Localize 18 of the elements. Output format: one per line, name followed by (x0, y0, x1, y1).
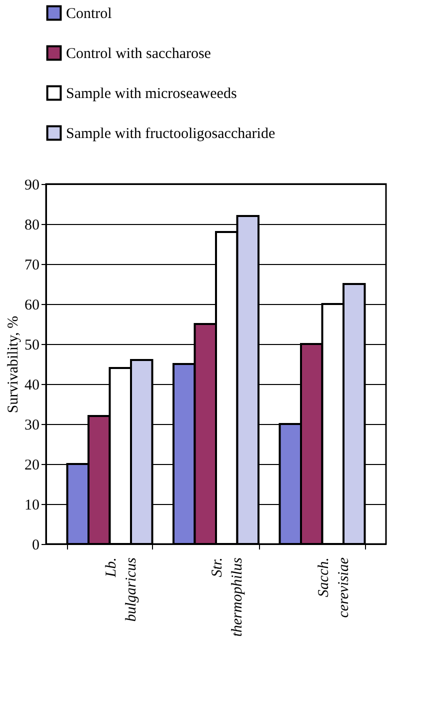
y-tick-label: 10 (24, 498, 40, 514)
y-tick-label: 0 (32, 538, 40, 554)
y-tick-label: 90 (24, 178, 40, 194)
y-tick-label: 50 (24, 338, 40, 354)
x-tick-label: Str. thermophilus (210, 557, 246, 637)
legend-label: Sample with fructooligosaccharide (66, 126, 276, 142)
y-tick-label: 40 (24, 378, 40, 394)
y-tick-label: 80 (24, 218, 40, 234)
x-tick-label: Lb. bulgaricus (103, 557, 140, 622)
legend-label: Sample with microseaweeds (66, 86, 237, 102)
y-tick-label: 20 (24, 458, 40, 474)
x-tick-label: Sacch. cerevisiae (316, 557, 352, 618)
legend-label: Control (66, 6, 112, 22)
y-tick-label: 60 (24, 298, 40, 314)
y-tick-label: 30 (24, 418, 40, 434)
y-axis-title: Survivability, % (6, 316, 22, 414)
y-tick-label: 70 (24, 258, 40, 274)
legend-label: Control with saccharose (66, 46, 212, 62)
